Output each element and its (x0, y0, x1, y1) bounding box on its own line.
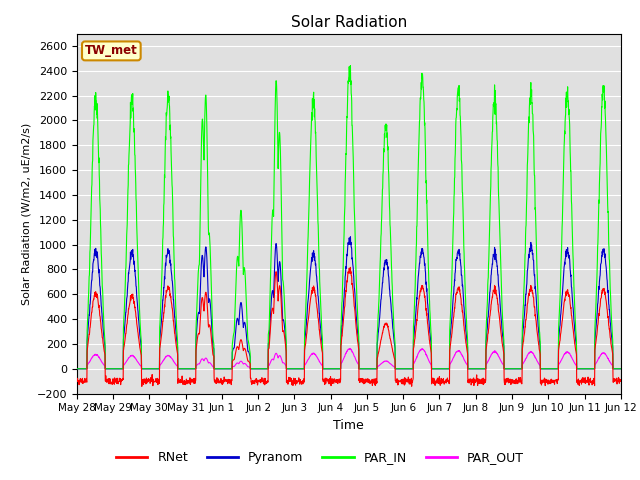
PAR_OUT (584, 366, 592, 372)
Pyranom (569, 303, 577, 309)
RNet (365, 377, 372, 383)
Line: Pyranom: Pyranom (77, 237, 621, 369)
PAR_OUT (376, 361, 384, 367)
Text: TW_met: TW_met (85, 44, 138, 58)
PAR_IN (584, 366, 592, 372)
PAR_OUT (507, 366, 515, 372)
Line: PAR_OUT: PAR_OUT (77, 348, 621, 369)
PAR_IN (365, 366, 372, 372)
RNet (225, 379, 232, 384)
Legend: RNet, Pyranom, PAR_IN, PAR_OUT: RNet, Pyranom, PAR_IN, PAR_OUT (111, 446, 529, 469)
Title: Solar Radiation: Solar Radiation (291, 15, 407, 30)
RNet (570, 326, 577, 332)
RNet (508, 377, 515, 383)
Pyranom (347, 234, 355, 240)
RNet (73, 377, 81, 383)
PAR_IN (617, 366, 625, 372)
PAR_OUT (365, 366, 372, 372)
Pyranom (584, 366, 592, 372)
PAR_IN (73, 366, 81, 372)
Pyranom (365, 366, 372, 372)
Pyranom (617, 366, 625, 372)
Line: RNet: RNet (77, 267, 621, 386)
X-axis label: Time: Time (333, 419, 364, 432)
RNet (617, 377, 625, 383)
PAR_OUT (347, 346, 355, 351)
PAR_IN (507, 366, 515, 372)
Pyranom (73, 366, 81, 372)
PAR_IN (225, 366, 232, 372)
Pyranom (507, 366, 515, 372)
Y-axis label: Solar Radiation (W/m2, uE/m2/s): Solar Radiation (W/m2, uE/m2/s) (21, 122, 31, 305)
RNet (138, 384, 146, 389)
PAR_OUT (569, 357, 577, 363)
RNet (584, 378, 592, 384)
PAR_OUT (225, 366, 232, 372)
PAR_IN (376, 253, 384, 259)
PAR_OUT (617, 366, 625, 372)
RNet (347, 264, 355, 270)
Pyranom (376, 305, 384, 311)
Pyranom (225, 366, 232, 372)
RNet (377, 338, 385, 344)
PAR_OUT (73, 366, 81, 372)
PAR_IN (347, 62, 355, 68)
Line: PAR_IN: PAR_IN (77, 65, 621, 369)
PAR_IN (569, 251, 577, 257)
